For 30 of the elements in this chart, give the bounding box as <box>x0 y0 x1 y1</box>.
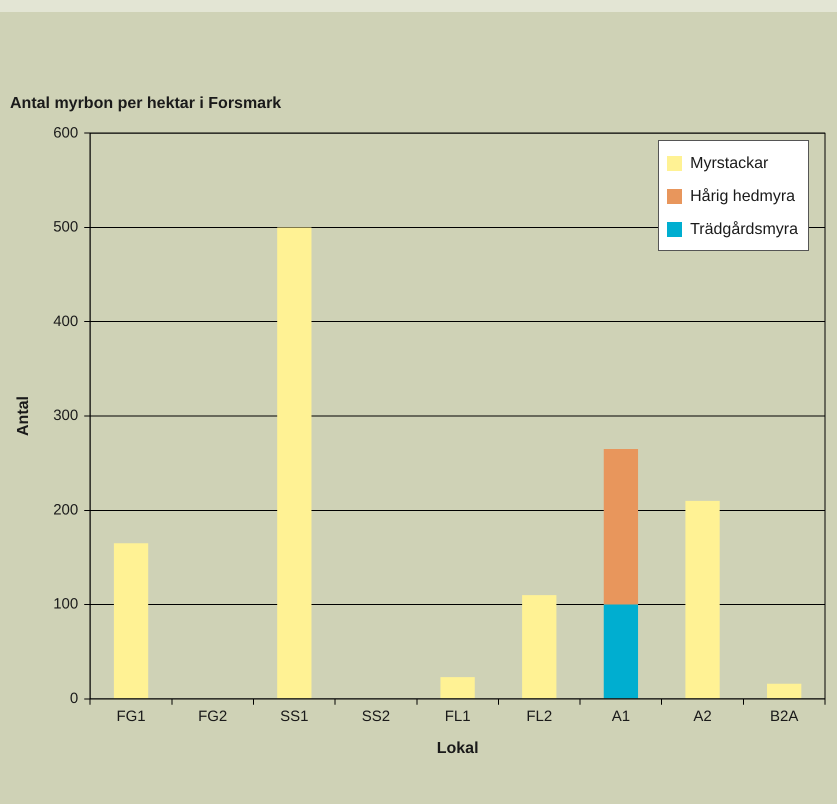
x-tick-label: SS1 <box>280 708 309 725</box>
y-tick-label: 600 <box>53 124 78 142</box>
bar <box>440 677 475 698</box>
y-axis-title: Antal <box>15 396 32 436</box>
legend-label: Myrstackar <box>690 154 768 172</box>
y-tick-label: 500 <box>53 218 78 236</box>
x-axis-title: Lokal <box>436 740 479 757</box>
x-tick-label: FL1 <box>444 708 471 725</box>
x-tick-label: B2A <box>770 708 798 725</box>
y-tick-label: 100 <box>53 596 78 613</box>
x-tick-label: A2 <box>693 708 712 725</box>
x-tick-label: A1 <box>612 708 630 725</box>
bar <box>522 595 556 698</box>
bar <box>114 543 148 698</box>
bar <box>277 227 312 698</box>
bar <box>604 448 638 605</box>
bar <box>685 500 720 698</box>
y-tick-label: 0 <box>70 690 78 707</box>
bar <box>767 684 802 698</box>
y-tick-label: 300 <box>53 407 78 424</box>
chart-title: Antal myrbon per hektar i Forsmark <box>10 95 282 112</box>
x-tick-label: FL2 <box>526 708 552 725</box>
legend-label: Hårig hedmyra <box>690 188 796 206</box>
y-tick-label: 200 <box>53 501 78 518</box>
x-tick-label: SS2 <box>362 708 390 725</box>
x-tick-label: FG1 <box>116 708 146 725</box>
x-tick-label: FG2 <box>198 708 228 725</box>
bar <box>604 604 638 698</box>
y-tick-label: 400 <box>53 312 78 330</box>
legend-label: Trädgårdsmyra <box>690 220 798 238</box>
